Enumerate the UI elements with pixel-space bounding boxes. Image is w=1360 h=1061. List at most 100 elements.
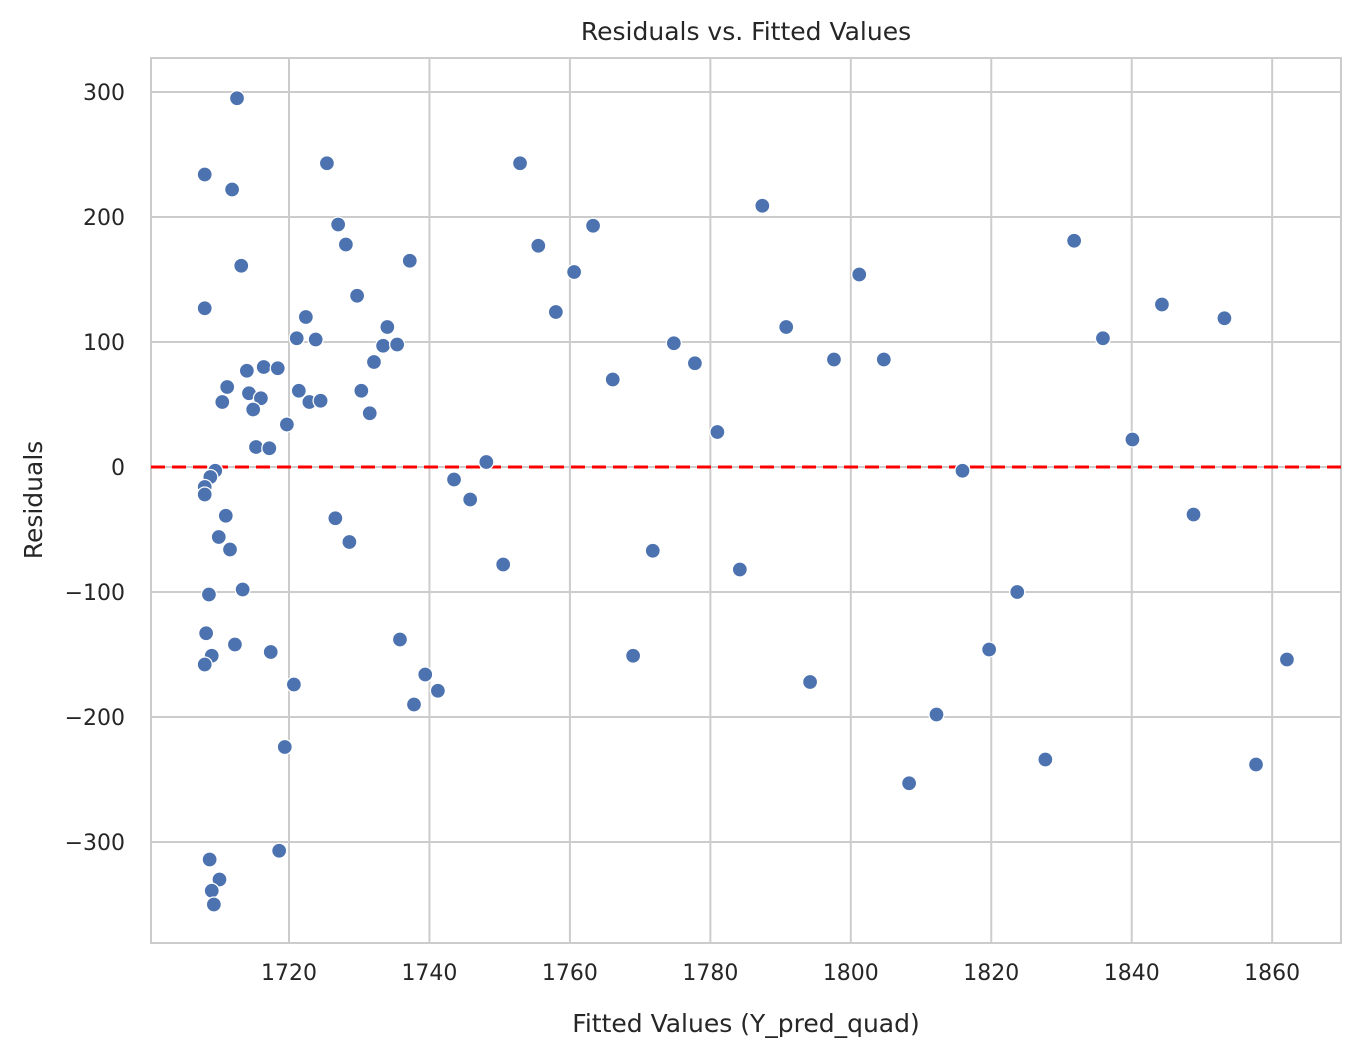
data-point xyxy=(401,252,418,269)
data-point xyxy=(197,625,215,642)
data-point xyxy=(604,371,621,388)
x-tick-label: 1720 xyxy=(261,961,317,986)
data-point xyxy=(1009,583,1026,601)
y-tick-label: 0 xyxy=(111,456,125,481)
data-point xyxy=(226,636,244,653)
data-point xyxy=(851,266,868,283)
data-point xyxy=(233,257,250,274)
data-point xyxy=(1216,310,1233,327)
data-point xyxy=(709,423,726,441)
data-point xyxy=(214,393,231,411)
scatter-points xyxy=(196,90,1296,913)
data-point xyxy=(379,318,396,336)
data-point xyxy=(1065,232,1083,249)
data-point xyxy=(565,263,583,281)
data-point xyxy=(928,706,945,723)
data-point xyxy=(429,682,447,699)
data-point xyxy=(255,358,272,376)
data-point xyxy=(754,197,771,214)
data-point xyxy=(1278,651,1296,668)
data-point xyxy=(900,775,918,792)
data-point xyxy=(285,676,303,693)
data-point xyxy=(462,491,479,508)
data-point xyxy=(261,440,278,457)
data-point xyxy=(875,351,892,368)
data-point xyxy=(644,542,661,559)
data-point xyxy=(624,647,642,664)
data-point xyxy=(238,362,256,379)
data-point xyxy=(391,631,409,648)
data-point xyxy=(348,287,366,304)
x-axis-label: Fitted Values (Y_pred_quad) xyxy=(572,1009,919,1038)
x-tick-label: 1820 xyxy=(963,961,1019,986)
data-point xyxy=(731,561,749,578)
data-point xyxy=(686,355,704,372)
data-point xyxy=(365,353,383,371)
data-point xyxy=(201,851,218,868)
data-point xyxy=(196,656,213,673)
data-point xyxy=(252,390,270,407)
data-point xyxy=(307,331,324,348)
y-axis-ticks: −300 −200 −100 0 100 200 300 xyxy=(65,81,125,856)
data-point xyxy=(262,643,279,661)
data-point xyxy=(247,438,265,456)
data-point xyxy=(196,166,213,183)
data-point xyxy=(297,308,315,326)
data-point xyxy=(495,556,512,573)
data-point xyxy=(203,882,220,899)
data-point xyxy=(312,392,329,409)
data-point xyxy=(341,533,358,551)
data-point xyxy=(511,155,529,172)
x-tick-label: 1780 xyxy=(682,961,738,986)
y-axis-label: Residuals xyxy=(19,441,48,560)
data-point xyxy=(210,528,227,546)
plot-frame xyxy=(150,57,1342,944)
data-point xyxy=(417,666,434,683)
data-point xyxy=(217,507,234,524)
data-point xyxy=(211,871,228,888)
data-point xyxy=(388,336,406,353)
data-point xyxy=(278,416,296,433)
data-point xyxy=(825,351,843,368)
data-point xyxy=(200,586,218,603)
data-point xyxy=(337,236,355,253)
data-point xyxy=(1153,296,1171,313)
data-point xyxy=(327,510,344,527)
data-point xyxy=(954,462,971,479)
data-point xyxy=(196,486,213,503)
data-point xyxy=(547,303,565,321)
data-point xyxy=(205,896,223,913)
data-point xyxy=(361,405,378,422)
data-point xyxy=(981,641,998,658)
x-axis-ticks: 1720 1740 1760 1780 1800 1820 1840 1860 xyxy=(261,961,1300,986)
x-tick-label: 1740 xyxy=(401,961,457,986)
data-point xyxy=(530,237,547,254)
data-point xyxy=(1094,330,1112,347)
data-point xyxy=(1247,756,1265,773)
data-point xyxy=(353,382,370,399)
data-point xyxy=(801,673,819,691)
data-point xyxy=(271,842,288,859)
data-point xyxy=(269,360,286,377)
x-tick-label: 1860 xyxy=(1244,961,1300,986)
y-tick-label: 300 xyxy=(83,81,125,106)
y-tick-label: 100 xyxy=(83,331,125,356)
x-tick-label: 1760 xyxy=(542,961,598,986)
chart-title: Residuals vs. Fitted Values xyxy=(581,17,911,46)
data-point xyxy=(223,181,241,198)
data-point xyxy=(219,378,236,396)
data-point xyxy=(290,382,307,399)
data-point xyxy=(778,318,795,336)
data-point xyxy=(221,541,239,558)
grid xyxy=(151,58,1341,943)
data-point xyxy=(228,90,246,107)
data-point xyxy=(276,738,293,756)
data-point xyxy=(405,696,423,713)
data-point xyxy=(374,337,392,354)
y-tick-label: −200 xyxy=(65,706,125,731)
data-point xyxy=(445,471,463,488)
data-point xyxy=(478,453,495,471)
data-point xyxy=(288,330,305,347)
y-tick-label: −100 xyxy=(65,581,125,606)
